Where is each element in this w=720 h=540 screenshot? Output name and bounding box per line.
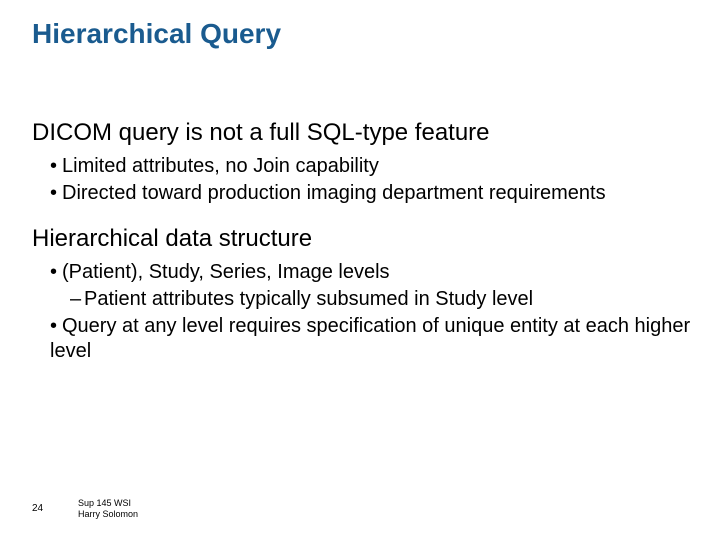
section1-bullet-2: •Directed toward production imaging depa… [50,181,692,206]
slide-content: DICOM query is not a full SQL-type featu… [32,118,692,366]
slide-title: Hierarchical Query [32,18,281,50]
footer-text: Sup 145 WSI Harry Solomon [78,498,138,520]
footer-line-2: Harry Solomon [78,509,138,520]
footer-line-1: Sup 145 WSI [78,498,138,509]
section1-heading: DICOM query is not a full SQL-type featu… [32,118,692,148]
slide: Hierarchical Query DICOM query is not a … [0,0,720,540]
bullet-text: Patient attributes typically subsumed in… [84,288,533,310]
bullet-text: (Patient), Study, Series, Image levels [62,261,390,283]
section2-bullet-1: •(Patient), Study, Series, Image levels [50,260,692,285]
page-number: 24 [32,503,43,514]
section2-subbullet-1: –Patient attributes typically subsumed i… [70,287,692,312]
section2-bullet-2: •Query at any level requires specificati… [50,314,692,364]
bullet-text: Limited attributes, no Join capability [62,155,379,177]
section2-heading: Hierarchical data structure [32,224,692,254]
bullet-text: Directed toward production imaging depar… [62,182,606,204]
section1-bullet-1: •Limited attributes, no Join capability [50,154,692,179]
bullet-text: Query at any level requires specificatio… [50,315,690,362]
